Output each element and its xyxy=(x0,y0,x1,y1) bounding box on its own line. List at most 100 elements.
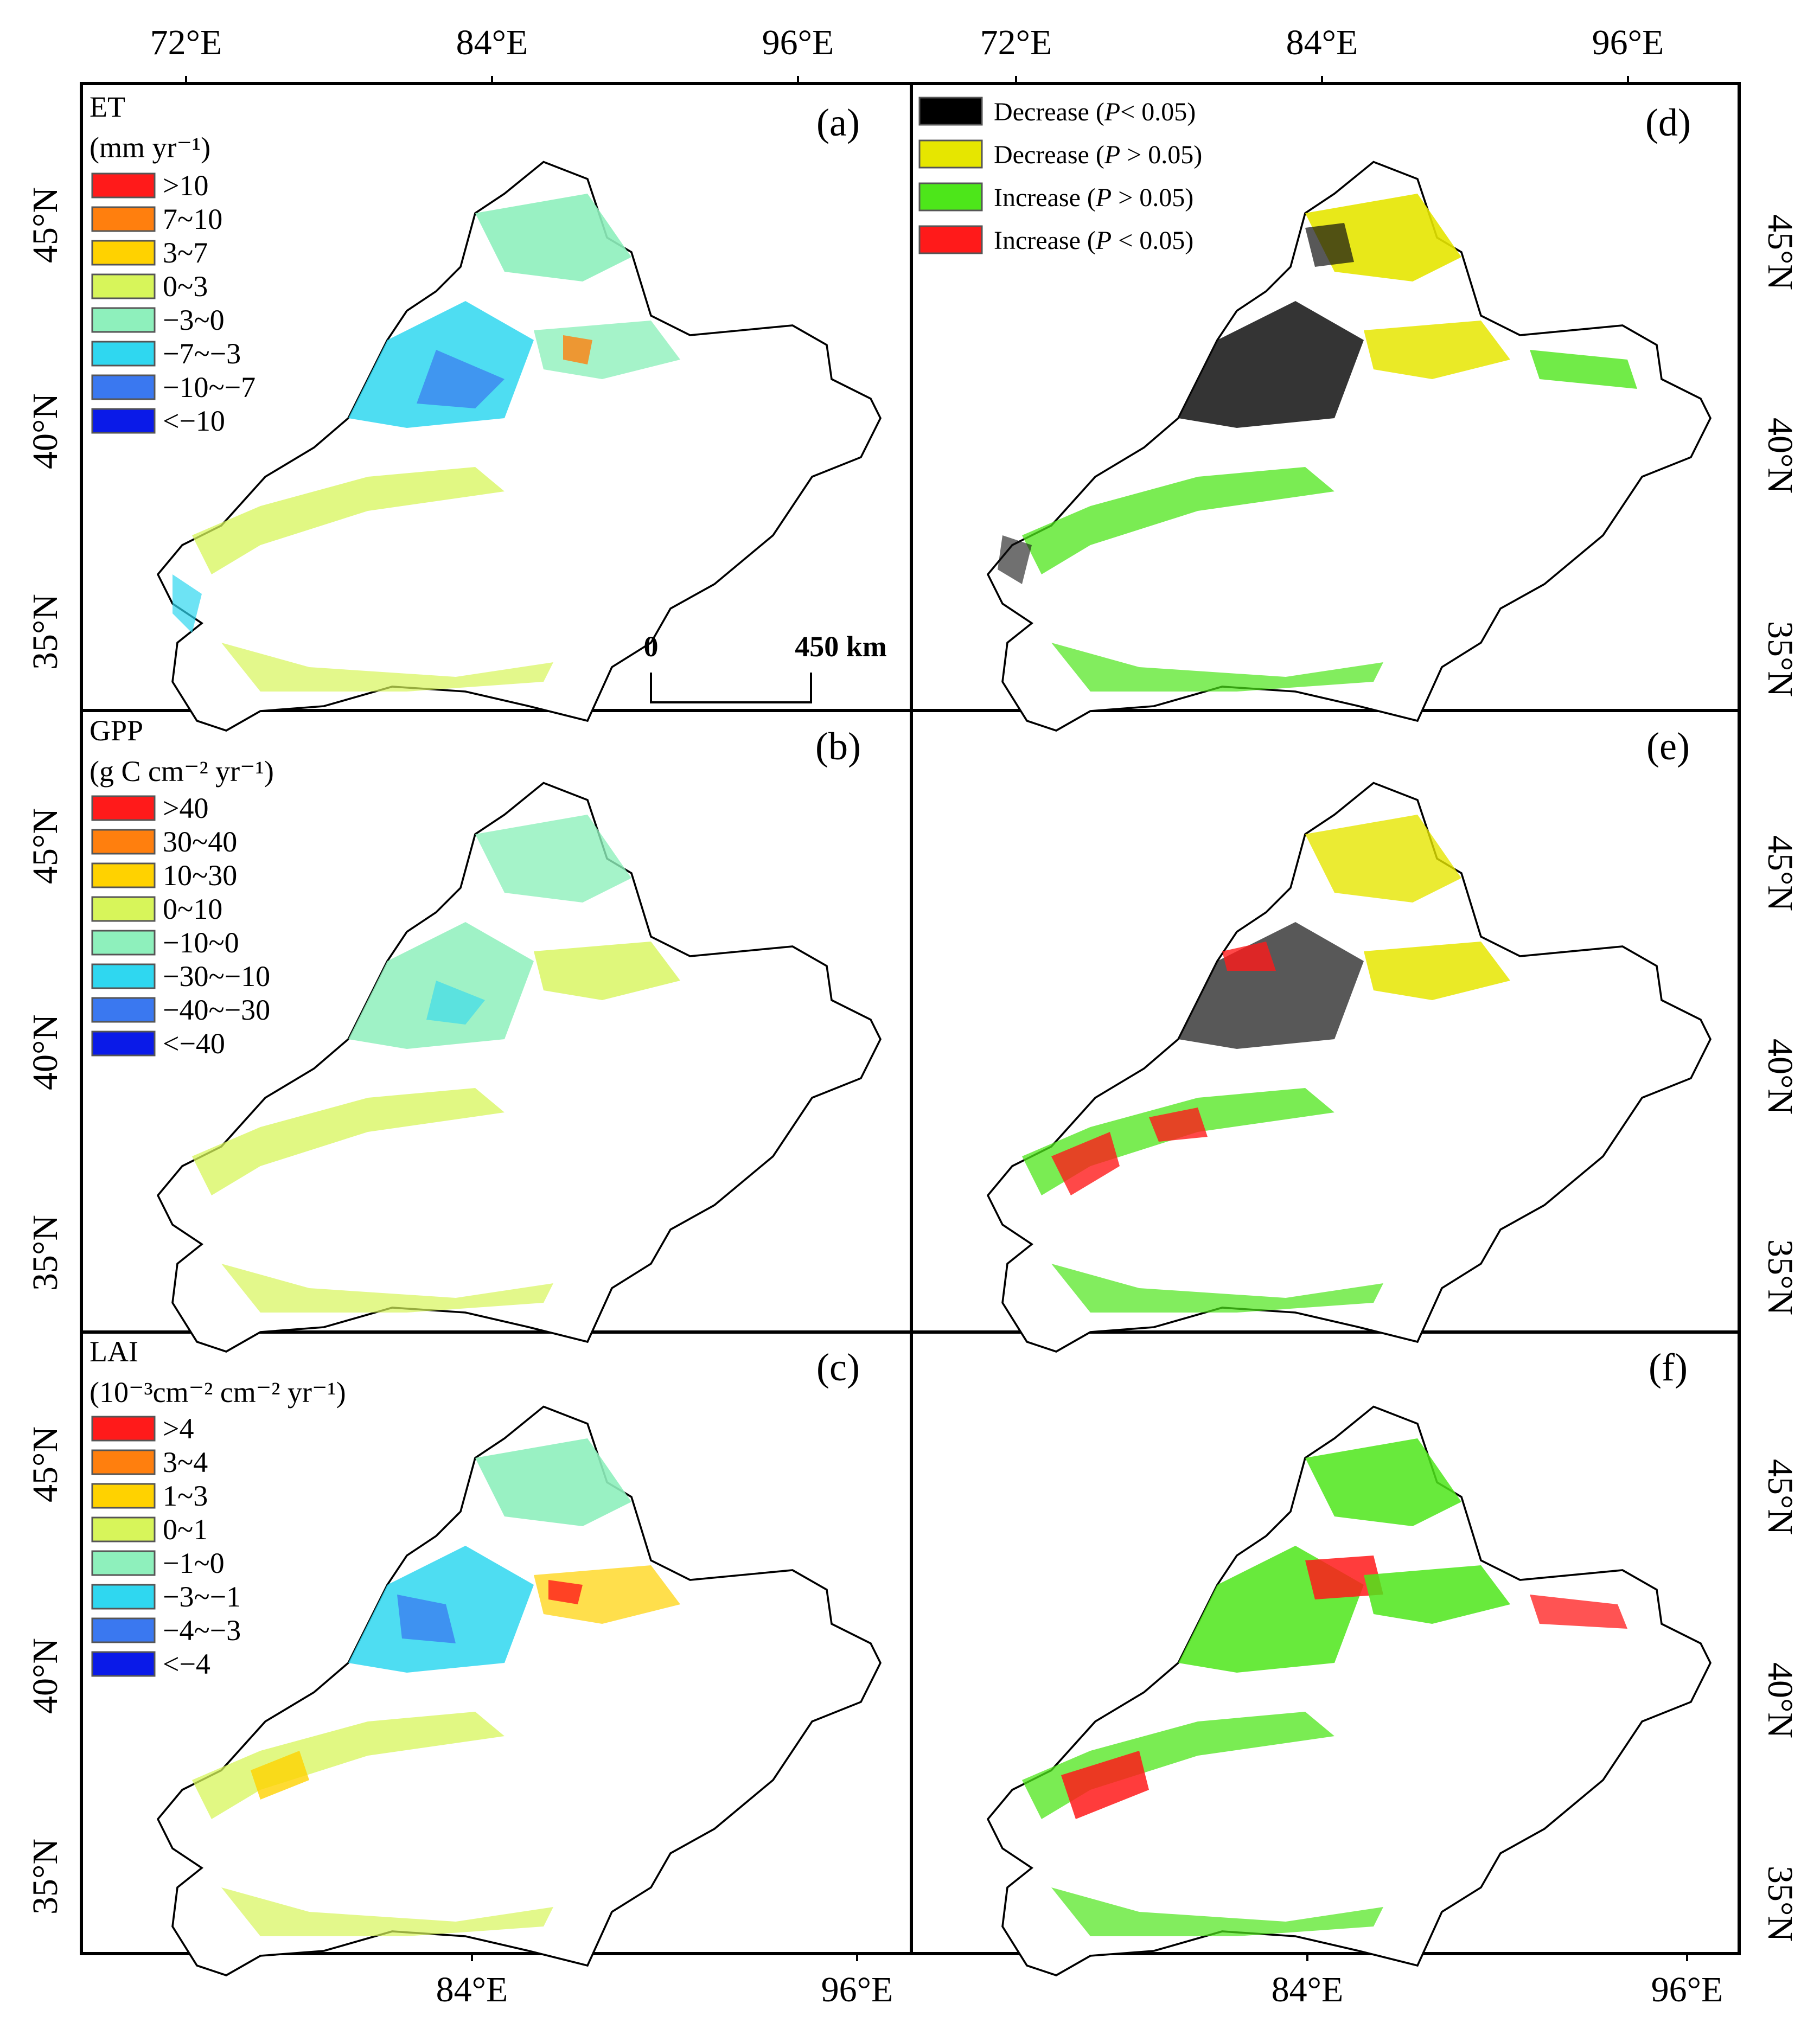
legend-swatch-b-6 xyxy=(91,997,156,1023)
lat-tick-b-35: 35°N xyxy=(25,1215,65,1291)
legend-label-c-6: −4~−3 xyxy=(163,1614,241,1647)
legend-swatch-b-0 xyxy=(91,795,156,821)
lat-tick-b-45: 45°N xyxy=(25,808,65,884)
lon-tick-96-right: 96°E xyxy=(1592,23,1664,62)
legend-swatch-a-7 xyxy=(91,408,156,434)
legend-swatch-a-2 xyxy=(91,240,156,266)
legend-label-b-3: 0~10 xyxy=(163,893,222,925)
lon-tick-84-right: 84°E xyxy=(1286,23,1358,62)
legend-label-b-0: >40 xyxy=(163,792,208,824)
lat-tick-f-40: 40°N xyxy=(1760,1662,1800,1738)
lon-tick-96-left: 96°E xyxy=(762,23,834,62)
legend-label-c-5: −3~−1 xyxy=(163,1580,241,1613)
lat-tick-d-45: 45°N xyxy=(1760,214,1800,290)
lat-tick-a-45: 45°N xyxy=(25,187,65,263)
panel-c-unit: (10⁻³cm⁻² cm⁻² yr⁻¹) xyxy=(90,1376,346,1409)
legend-swatch-c-2 xyxy=(91,1483,156,1509)
legend-label-b-6: −40~−30 xyxy=(163,994,270,1026)
lat-tick-e-35: 35°N xyxy=(1760,1239,1800,1315)
panel-d-map xyxy=(987,161,1712,732)
lon-tick-72-left: 72°E xyxy=(150,23,222,62)
lon-tick-84-left: 84°E xyxy=(456,23,528,62)
legend-swatch-c-3 xyxy=(91,1516,156,1542)
legend-swatch-a-3 xyxy=(91,273,156,299)
legend-swatch-c-0 xyxy=(91,1416,156,1442)
left-latitude-axis: 45°N 40°N 35°N 45°N 40°N 35°N 45°N 40°N … xyxy=(25,187,65,1915)
panel-f-map xyxy=(987,1405,1712,1976)
scale-bar: 0 450 km xyxy=(644,630,887,703)
significance-label-3: Increase (P < 0.05) xyxy=(994,226,1193,255)
lon-tick-72-right: 72°E xyxy=(980,23,1052,62)
panel-c-legend: >43~41~30~1−1~0−3~−1−4~−3<−4 xyxy=(91,1412,241,1680)
significance-swatch-2 xyxy=(918,182,983,212)
legend-swatch-b-4 xyxy=(91,930,156,956)
legend-label-a-2: 3~7 xyxy=(163,236,208,269)
legend-label-a-3: 0~3 xyxy=(163,270,208,303)
scale-bar-start: 0 xyxy=(644,630,659,663)
panel-f-letter: (f) xyxy=(1649,1346,1688,1389)
panel-e-letter: (e) xyxy=(1646,725,1690,768)
legend-label-c-0: >4 xyxy=(163,1412,194,1445)
lat-tick-c-45: 45°N xyxy=(25,1426,65,1502)
panel-f-frame xyxy=(910,1330,1741,1955)
legend-label-c-1: 3~4 xyxy=(163,1446,208,1478)
significance-label-0: Decrease (P< 0.05) xyxy=(994,98,1196,126)
panel-b-letter: (b) xyxy=(815,725,861,768)
lat-tick-c-40: 40°N xyxy=(25,1638,65,1714)
legend-swatch-c-7 xyxy=(91,1651,156,1677)
lat-tick-a-40: 40°N xyxy=(25,393,65,469)
legend-swatch-b-3 xyxy=(91,896,156,922)
lat-tick-e-40: 40°N xyxy=(1760,1039,1800,1115)
legend-swatch-b-1 xyxy=(91,829,156,855)
legend-swatch-a-0 xyxy=(91,172,156,199)
lon-tick-bottom-84-left: 84°E xyxy=(436,1970,508,2009)
panel-a-legend: >107~103~70~3−3~0−7~−3−10~−7<−10 xyxy=(91,169,256,437)
panel-c-map xyxy=(157,1405,882,1976)
panel-b-map xyxy=(157,782,882,1353)
bottom-longitude-axis-right: 84°E 96°E xyxy=(1272,1954,1723,2009)
legend-label-a-1: 7~10 xyxy=(163,203,222,235)
lat-tick-b-40: 40°N xyxy=(25,1014,65,1090)
legend-label-b-1: 30~40 xyxy=(163,825,237,858)
lat-tick-f-45: 45°N xyxy=(1760,1459,1800,1535)
lat-tick-a-35: 35°N xyxy=(25,594,65,670)
legend-swatch-c-5 xyxy=(91,1584,156,1610)
legend-label-c-7: <−4 xyxy=(163,1648,210,1680)
legend-swatch-b-2 xyxy=(91,862,156,888)
legend-swatch-c-6 xyxy=(91,1617,156,1643)
legend-label-a-6: −10~−7 xyxy=(163,371,256,404)
significance-swatch-1 xyxy=(918,139,983,169)
legend-label-b-7: <−40 xyxy=(163,1027,225,1060)
legend-swatch-c-1 xyxy=(91,1449,156,1475)
panel-a-letter: (a) xyxy=(816,101,860,144)
lat-tick-f-35: 35°N xyxy=(1760,1866,1800,1942)
panel-d-letter: (d) xyxy=(1645,101,1691,144)
significance-label-2: Increase (P > 0.05) xyxy=(994,183,1193,212)
legend-swatch-a-6 xyxy=(91,374,156,400)
significance-label-1: Decrease (P > 0.05) xyxy=(994,140,1202,169)
legend-swatch-b-5 xyxy=(91,963,156,989)
lon-tick-bottom-96-right: 96°E xyxy=(1651,1970,1723,2009)
legend-label-a-0: >10 xyxy=(163,169,208,202)
panel-c-title: LAI xyxy=(90,1335,138,1368)
legend-label-a-4: −3~0 xyxy=(163,304,225,336)
legend-swatch-b-7 xyxy=(91,1030,156,1057)
lat-tick-e-45: 45°N xyxy=(1760,835,1800,911)
legend-label-c-2: 1~3 xyxy=(163,1480,208,1512)
right-latitude-axis: 45°N 40°N 35°N 45°N 40°N 35°N 45°N 40°N … xyxy=(1760,214,1800,1942)
legend-label-c-4: −1~0 xyxy=(163,1547,225,1579)
panel-a-map xyxy=(157,161,882,732)
panel-b-unit: (g C cm⁻² yr⁻¹) xyxy=(90,755,274,788)
lat-tick-d-40: 40°N xyxy=(1760,418,1800,494)
significance-legend: Decrease (P< 0.05) Decrease (P > 0.05) Inc… xyxy=(918,97,1202,255)
lon-tick-bottom-84-right: 84°E xyxy=(1272,1970,1344,2009)
lon-tick-bottom-96-left: 96°E xyxy=(821,1970,893,2009)
legend-label-a-5: −7~−3 xyxy=(163,337,241,370)
bottom-longitude-axis-left: 84°E 96°E xyxy=(436,1954,893,2009)
panel-e-map xyxy=(987,782,1712,1353)
legend-swatch-a-5 xyxy=(91,341,156,367)
legend-label-b-4: −10~0 xyxy=(163,926,239,959)
legend-swatch-c-4 xyxy=(91,1550,156,1576)
panel-b-title: GPP xyxy=(90,714,143,747)
